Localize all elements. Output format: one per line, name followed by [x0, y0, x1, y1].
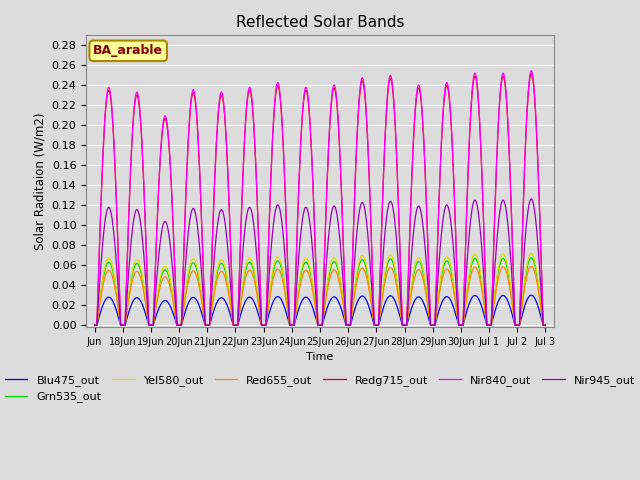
X-axis label: Time: Time: [307, 352, 333, 362]
Title: Reflected Solar Bands: Reflected Solar Bands: [236, 15, 404, 30]
Text: BA_arable: BA_arable: [93, 44, 163, 57]
Legend: Blu475_out, Grn535_out, Yel580_out, Red655_out, Redg715_out, Nir840_out, Nir945_: Blu475_out, Grn535_out, Yel580_out, Red6…: [1, 371, 639, 407]
Y-axis label: Solar Raditaion (W/m2): Solar Raditaion (W/m2): [33, 112, 46, 250]
